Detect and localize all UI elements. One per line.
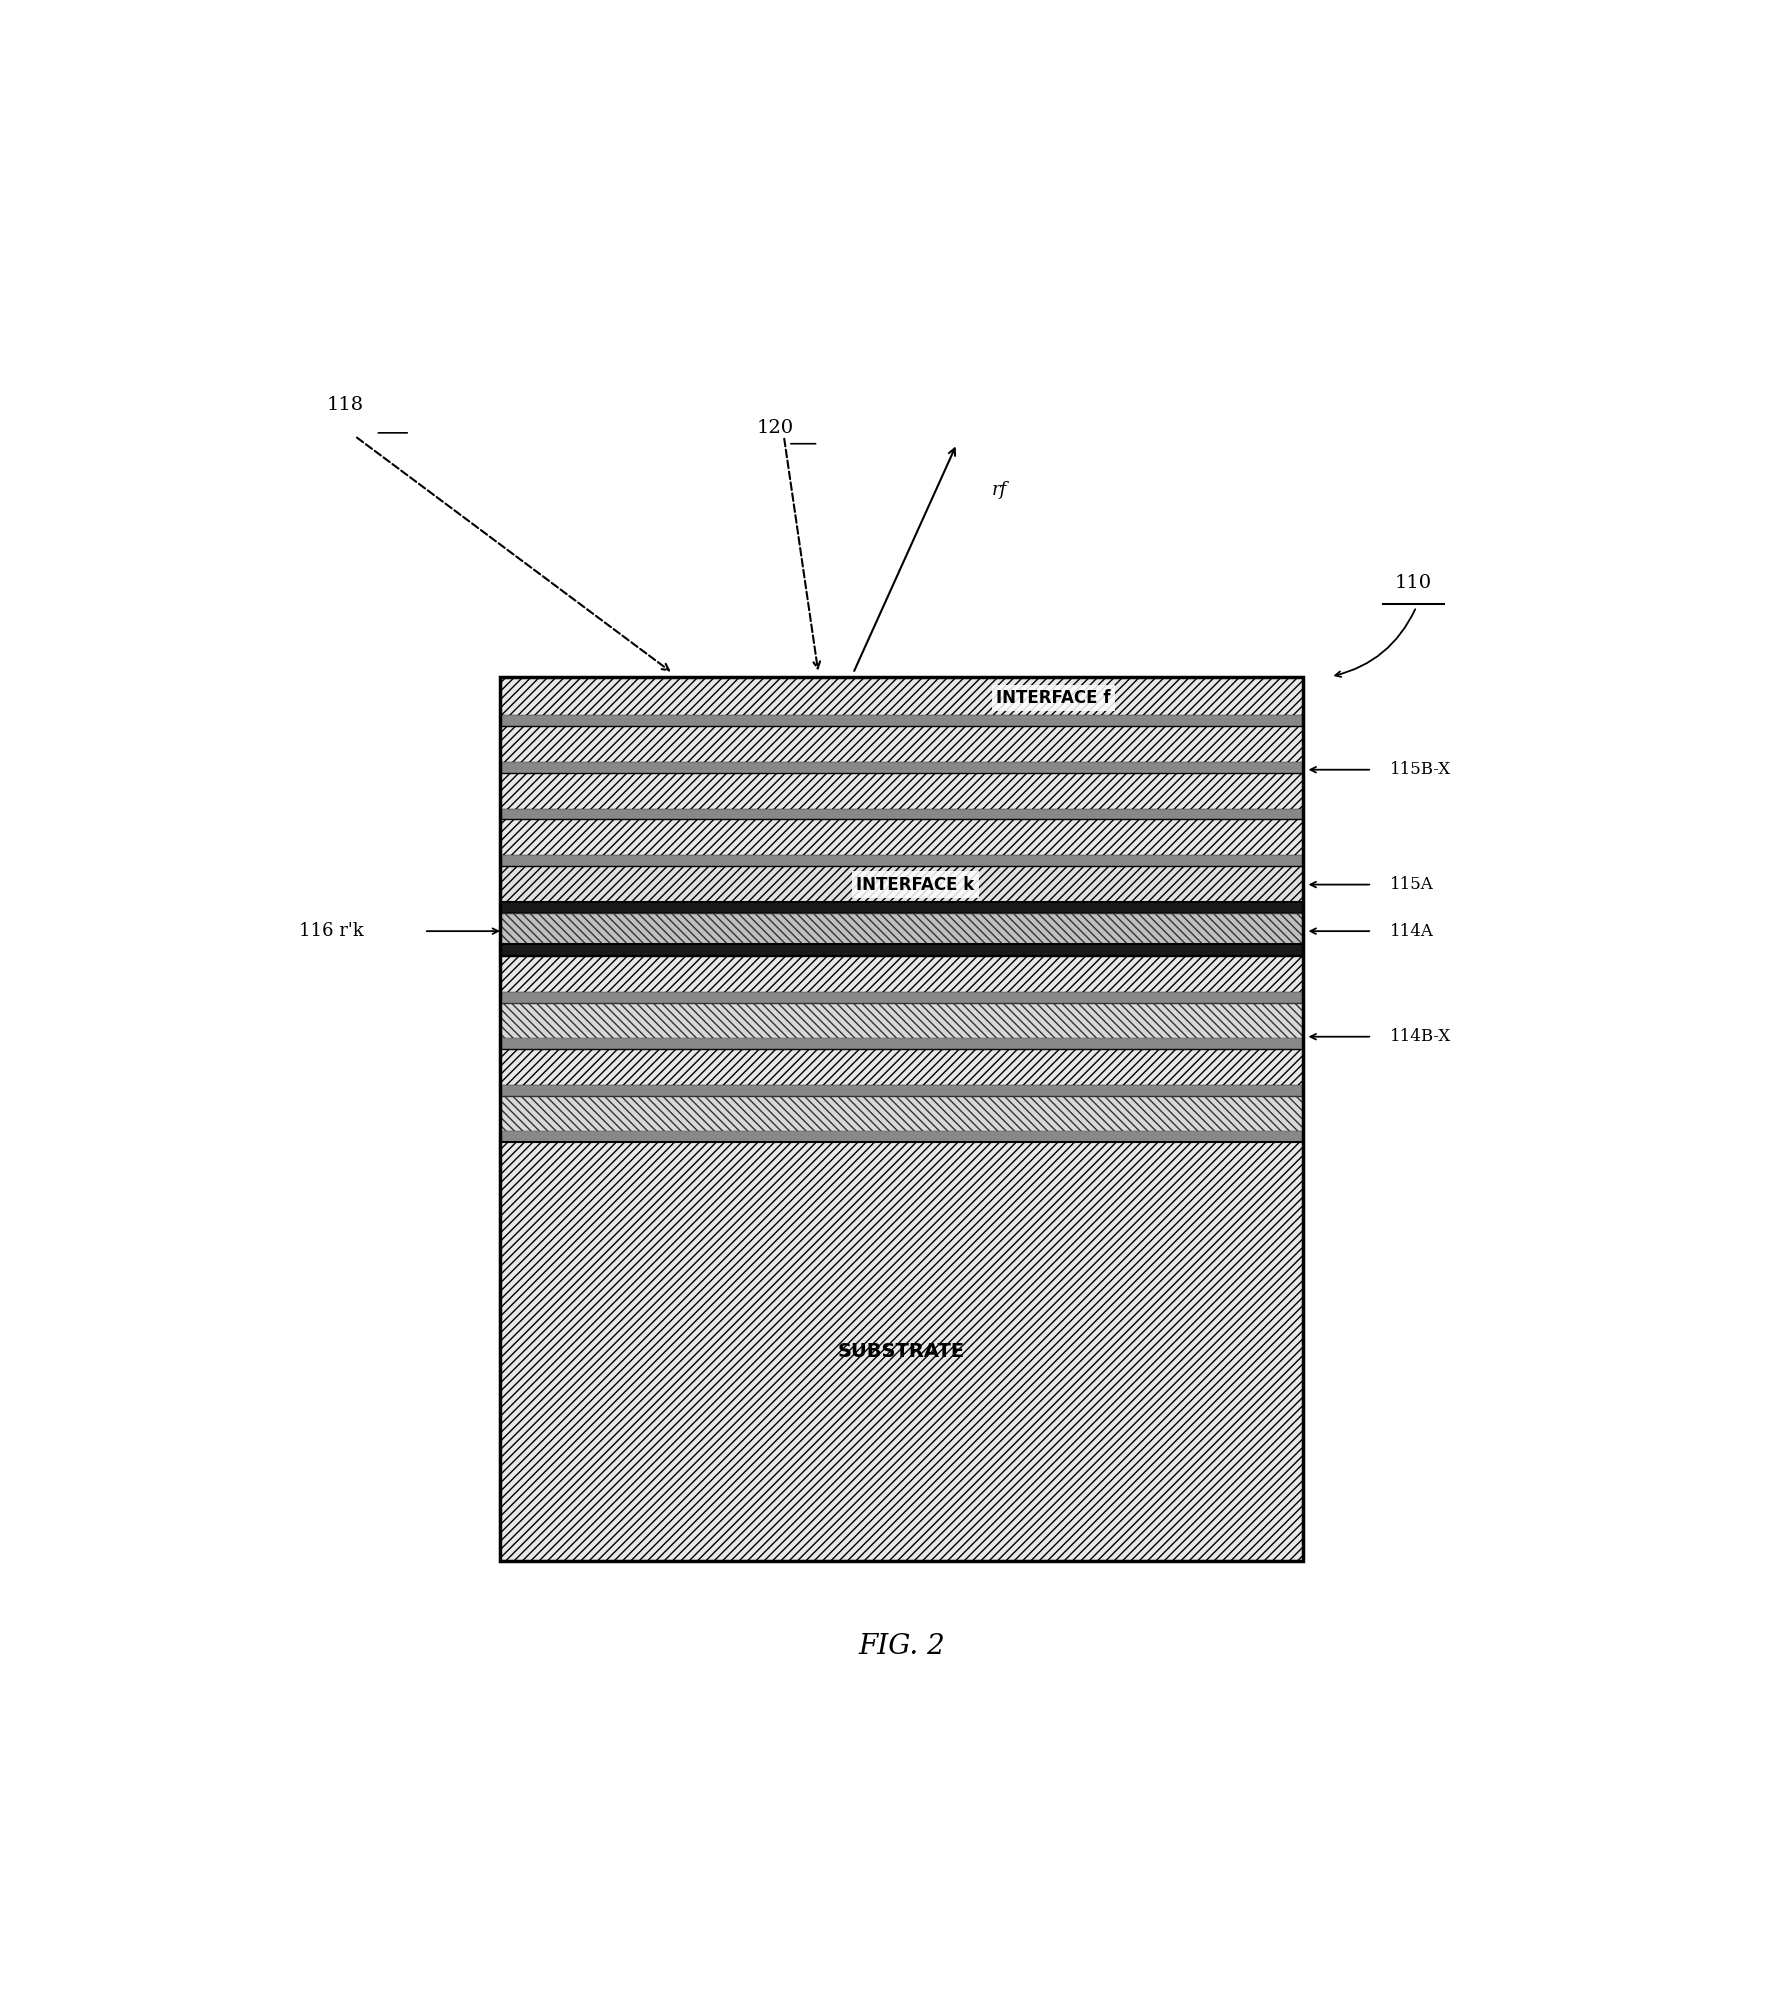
Text: FIG. 2: FIG. 2 (857, 1633, 945, 1661)
Bar (500, 677, 1304, 716)
Text: rf: rf (991, 482, 1007, 500)
Bar (500, 901, 1304, 913)
Text: SUBSTRATE: SUBSTRATE (838, 1343, 964, 1361)
Bar (500, 716, 1304, 726)
Bar (500, 772, 1304, 808)
Text: 115A: 115A (1390, 877, 1434, 893)
Bar (500, 1097, 1304, 1131)
Bar (500, 1085, 1304, 1097)
Bar (500, 677, 1304, 1562)
Text: 120: 120 (755, 419, 793, 437)
Text: INTERFACE f: INTERFACE f (997, 689, 1111, 708)
Bar (500, 855, 1304, 867)
Text: 114A: 114A (1390, 923, 1434, 939)
Bar (500, 867, 1304, 901)
Bar (500, 808, 1304, 818)
Bar (500, 992, 1304, 1002)
Text: 114B-X: 114B-X (1390, 1028, 1452, 1044)
Bar (500, 956, 1304, 992)
Bar (500, 1048, 1304, 1085)
Text: 118: 118 (327, 395, 364, 413)
Bar (500, 913, 1304, 943)
Text: 115B-X: 115B-X (1390, 762, 1452, 778)
Bar (500, 1131, 1304, 1143)
Bar (500, 1143, 1304, 1562)
Bar (500, 762, 1304, 772)
Text: INTERFACE k: INTERFACE k (855, 875, 975, 893)
Text: 110: 110 (1395, 575, 1432, 593)
Bar (500, 1002, 1304, 1038)
Text: 116 r'k: 116 r'k (300, 921, 364, 939)
Bar (500, 818, 1304, 855)
Bar (500, 726, 1304, 762)
Bar (500, 943, 1304, 956)
Bar (500, 1038, 1304, 1048)
